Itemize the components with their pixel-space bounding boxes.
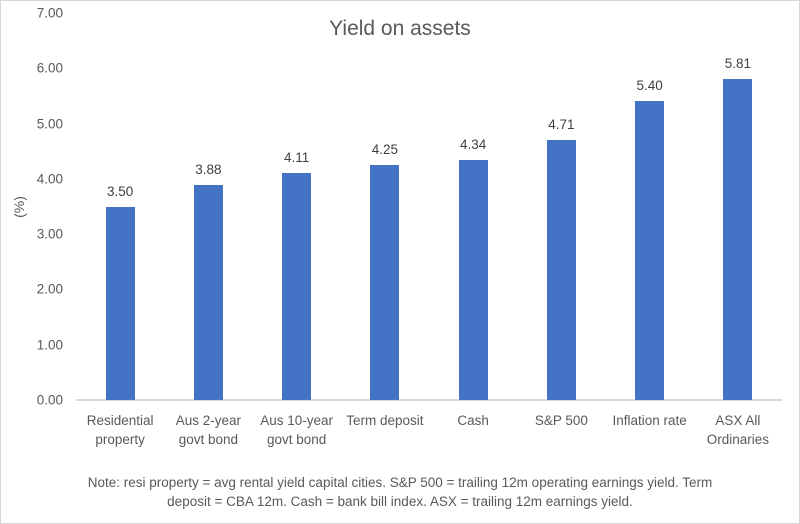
y-axis-title: (%): [11, 196, 27, 218]
y-tick-label: 0.00: [36, 392, 63, 408]
value-label: 5.40: [636, 78, 663, 94]
y-tick-label: 5.00: [36, 116, 63, 132]
y-tick-label: 2.00: [36, 281, 63, 297]
value-label: 3.88: [195, 162, 222, 178]
category-label: Residential property: [86, 413, 154, 447]
bar-5: [458, 160, 488, 400]
bar-2: [193, 185, 223, 400]
value-label: 3.50: [106, 183, 134, 199]
category-label: Inflation rate: [612, 413, 687, 428]
footnote: Note: resi property = avg rental yield c…: [1, 474, 799, 511]
bar-1: [105, 206, 135, 400]
y-tick-label: 3.00: [36, 226, 63, 242]
category-label: Aus 2-year govt bond: [175, 413, 242, 447]
bar-3: [282, 172, 312, 400]
bar-6: [546, 139, 576, 400]
bar-8: [723, 78, 753, 400]
value-label: 4.34: [459, 137, 487, 153]
category-label: ASX All Ordinaries: [706, 413, 770, 447]
y-tick-label: 7.00: [36, 5, 63, 21]
x-axis-line: [76, 399, 782, 401]
bar-7: [635, 101, 665, 400]
y-tick-label: 4.00: [36, 171, 63, 187]
footnote-line-1: Note: resi property = avg rental yield c…: [87, 475, 713, 490]
value-label: 5.81: [724, 55, 752, 71]
y-tick-label: 1.00: [36, 337, 63, 353]
value-label: 4.11: [283, 149, 310, 165]
category-label: Cash: [457, 413, 489, 428]
category-label: Term deposit: [346, 413, 424, 428]
value-label: 4.25: [371, 142, 399, 158]
y-tick-label: 6.00: [36, 60, 63, 76]
category-label: Aus 10-year govt bond: [260, 413, 334, 447]
bar-4: [370, 165, 400, 400]
chart-title: Yield on assets: [329, 17, 471, 40]
category-label: S&P 500: [534, 413, 588, 428]
footnote-line-2: deposit = CBA 12m. Cash = bank bill inde…: [167, 493, 633, 509]
value-label: 4.71: [548, 116, 575, 132]
